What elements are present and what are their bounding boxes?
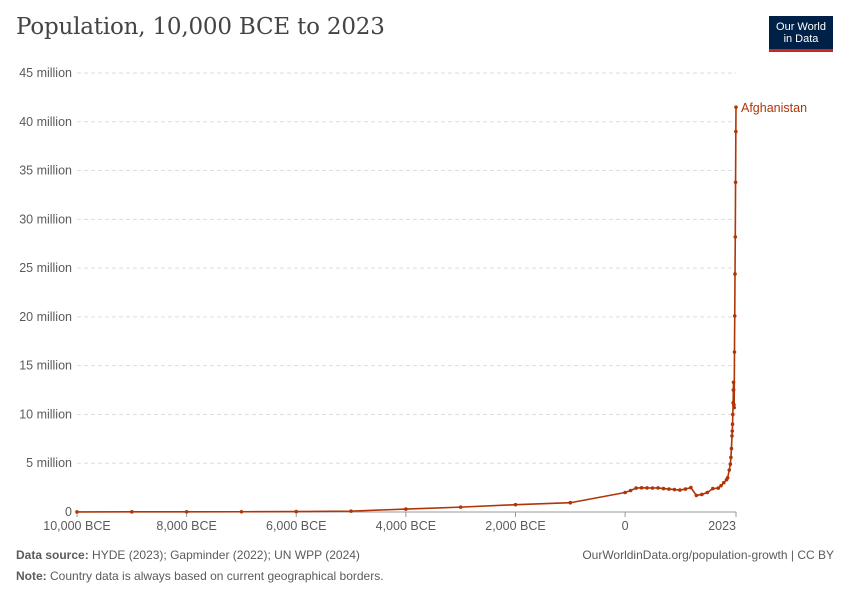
data-point[interactable] — [725, 476, 730, 480]
data-point[interactable] — [711, 486, 715, 491]
data-point[interactable] — [239, 509, 244, 514]
logo-line-1: Our World — [776, 20, 826, 33]
data-point[interactable] — [628, 488, 633, 493]
data-point[interactable] — [689, 485, 693, 490]
data-point[interactable] — [728, 462, 733, 466]
x-tick-label: 4,000 BCE — [376, 519, 436, 533]
data-point[interactable] — [721, 480, 726, 485]
data-point[interactable] — [731, 412, 735, 417]
data-point[interactable] — [734, 105, 738, 109]
data-point[interactable] — [731, 388, 736, 392]
data-point[interactable] — [732, 402, 736, 407]
source-url-link[interactable]: OurWorldinData.org/population-growth | C… — [582, 548, 834, 562]
source-text[interactable]: HYDE (2023); Gapminder (2022); UN WPP (2… — [92, 548, 360, 562]
data-point[interactable] — [667, 487, 671, 491]
y-tick-label: 10 million — [19, 407, 72, 421]
y-tick-label: 5 million — [26, 456, 72, 470]
y-tick-label: 0 — [65, 505, 72, 519]
x-tick-label: 10,000 BCE — [43, 519, 110, 533]
data-point[interactable] — [672, 487, 677, 492]
data-point[interactable] — [634, 486, 638, 490]
data-point[interactable] — [733, 235, 738, 239]
data-point[interactable] — [645, 486, 649, 490]
y-tick-label: 35 million — [19, 164, 72, 178]
data-point[interactable] — [683, 487, 688, 491]
data-point[interactable] — [678, 488, 682, 492]
data-point[interactable] — [404, 507, 408, 511]
data-point[interactable] — [294, 509, 299, 514]
data-point[interactable] — [733, 272, 737, 276]
data-point[interactable] — [639, 486, 644, 490]
series-label[interactable]: Afghanistan — [741, 101, 807, 115]
data-point[interactable] — [734, 129, 738, 134]
data-point[interactable] — [705, 490, 710, 495]
series-line — [76, 107, 737, 513]
data-point[interactable] — [727, 468, 732, 472]
data-point[interactable] — [623, 490, 627, 495]
note-text: Country data is always based on current … — [50, 569, 384, 583]
source-label: Data source: — [16, 548, 89, 562]
data-point[interactable] — [349, 509, 353, 513]
data-point[interactable] — [650, 486, 655, 490]
data-point[interactable] — [656, 486, 660, 490]
data-point[interactable] — [694, 493, 699, 498]
logo-line-2: in Data — [783, 32, 819, 45]
data-point[interactable] — [75, 510, 79, 514]
data-point[interactable] — [700, 492, 704, 497]
data-point[interactable] — [730, 429, 735, 433]
data-point[interactable] — [716, 486, 721, 490]
data-point[interactable] — [729, 455, 733, 460]
data-point[interactable] — [719, 483, 723, 488]
data-point[interactable] — [458, 505, 463, 509]
x-axis-ticks: 10,000 BCE 8,000 BCE 6,000 BCE 4,000 BCE 2,0… — [43, 512, 737, 533]
data-point[interactable] — [732, 350, 737, 354]
data-point[interactable] — [730, 422, 735, 427]
data-point[interactable] — [731, 380, 736, 385]
grid-lines — [77, 72, 736, 464]
y-tick-label: 15 million — [19, 359, 72, 373]
y-tick-label: 25 million — [19, 261, 72, 275]
x-tick-label: 2,000 BCE — [485, 519, 545, 533]
data-point[interactable] — [568, 500, 573, 505]
x-tick-label: 6,000 BCE — [266, 519, 326, 533]
y-axis-ticks: 0 5 million 10 million 15 million 20 million… — [19, 66, 72, 519]
data-point[interactable] — [732, 314, 737, 318]
data-point[interactable] — [733, 180, 738, 185]
y-tick-label: 40 million — [19, 115, 72, 129]
owid-logo[interactable]: Our World in Data — [769, 16, 833, 52]
x-tick-label: 2023 — [708, 519, 736, 533]
data-point[interactable] — [661, 486, 666, 491]
page-title: Population, 10,000 BCE to 2023 — [16, 14, 385, 40]
y-tick-label: 30 million — [19, 212, 72, 226]
series-layer: Afghanistan — [75, 101, 807, 514]
data-point[interactable] — [130, 510, 134, 514]
footer-note: Note: Country data is always based on cu… — [16, 569, 834, 583]
data-point[interactable] — [729, 446, 734, 451]
x-tick-label: 0 — [622, 519, 629, 533]
y-tick-label: 20 million — [19, 310, 72, 324]
y-tick-label: 45 million — [19, 66, 72, 80]
note-label: Note: — [16, 569, 47, 583]
footer-source: Data source: HYDE (2023); Gapminder (202… — [16, 548, 834, 562]
data-point[interactable] — [730, 434, 734, 438]
data-point[interactable] — [513, 502, 518, 507]
data-point[interactable] — [732, 405, 736, 410]
population-chart: 0 5 million 10 million 15 million 20 million… — [19, 66, 807, 533]
data-point[interactable] — [184, 510, 189, 514]
x-tick-label: 8,000 BCE — [156, 519, 216, 533]
